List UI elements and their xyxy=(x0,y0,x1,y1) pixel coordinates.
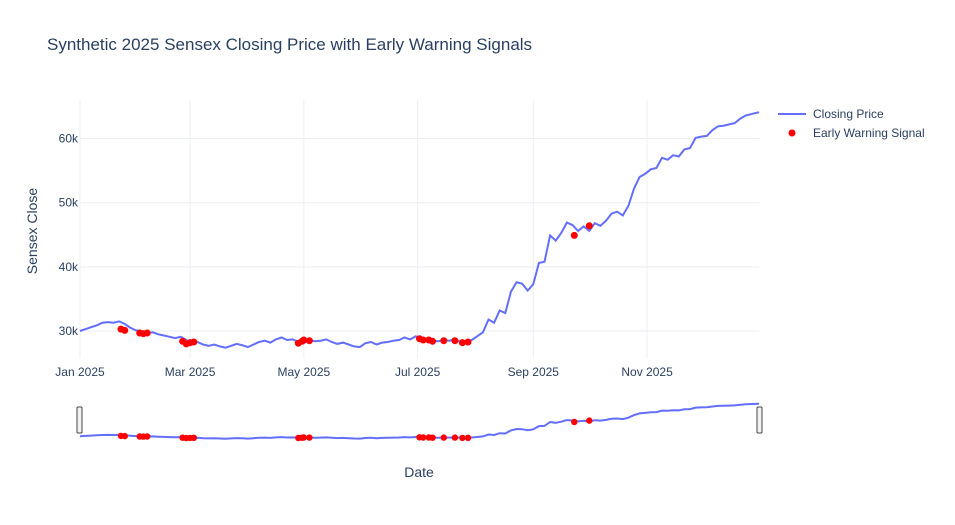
range-slider[interactable] xyxy=(76,397,763,446)
range-slider-warning-point xyxy=(420,434,427,441)
warning-signal-point xyxy=(451,337,459,345)
range-slider-warning-point xyxy=(586,417,593,424)
x-tick-label: May 2025 xyxy=(277,365,330,379)
warning-signal-point xyxy=(585,222,593,230)
x-tick-label: Nov 2025 xyxy=(621,365,673,379)
range-slider-warning-point xyxy=(190,434,197,441)
y-tick-label: 30k xyxy=(59,324,79,338)
range-slider-right-handle[interactable] xyxy=(756,406,763,434)
x-tick-label: Jan 2025 xyxy=(55,365,105,379)
warning-signal-point xyxy=(440,337,448,345)
range-slider-warning-point xyxy=(440,434,447,441)
y-tick-label: 50k xyxy=(59,196,79,210)
y-tick-label: 60k xyxy=(59,132,79,146)
warning-signal-point xyxy=(121,326,129,334)
range-slider-warning-point xyxy=(459,434,466,442)
range-slider-warning-point xyxy=(300,434,307,441)
x-gridlines xyxy=(79,100,648,358)
range-slider-warning-point xyxy=(571,418,578,426)
range-slider-warning-point xyxy=(121,432,128,440)
range-slider-warning-point xyxy=(464,434,472,441)
range-slider-warning-point xyxy=(306,434,313,441)
warning-signal-point xyxy=(419,336,427,344)
warning-signal-point xyxy=(300,336,308,344)
y-tick-label: 40k xyxy=(59,260,79,274)
y-axis: 30k 40k 50k 60k xyxy=(59,132,79,339)
warning-signal-point xyxy=(464,338,472,346)
range-slider-preview xyxy=(79,402,760,442)
x-tick-label: Mar 2025 xyxy=(165,365,216,379)
legend-item-early-warning-signal[interactable]: Early Warning Signal xyxy=(788,126,925,140)
warning-signal-point xyxy=(570,231,578,239)
warning-signal-point xyxy=(458,339,466,347)
legend-label-early-warning-signal: Early Warning Signal xyxy=(813,126,925,140)
plot-area[interactable] xyxy=(79,111,760,349)
range-slider-warning-point xyxy=(429,434,436,441)
range-slider-warning-point xyxy=(451,434,459,441)
warning-signal-point xyxy=(190,338,198,346)
y-gridlines xyxy=(80,138,759,332)
series-line-closing-price xyxy=(79,111,760,349)
warning-signal-point xyxy=(429,337,437,345)
range-slider-warning-point xyxy=(144,433,151,440)
x-tick-label: Jul 2025 xyxy=(395,365,441,379)
legend-label-closing-price: Closing Price xyxy=(813,107,884,121)
warning-signal-point xyxy=(143,329,151,337)
legend-marker-swatch xyxy=(788,129,796,137)
y-axis-title: Sensex Close xyxy=(24,188,40,275)
warning-signal-point xyxy=(305,337,313,345)
legend-item-closing-price[interactable]: Closing Price xyxy=(778,107,884,121)
x-tick-label: Sep 2025 xyxy=(508,365,560,379)
x-axis-title: Date xyxy=(404,464,434,480)
chart-title: Synthetic 2025 Sensex Closing Price with… xyxy=(47,35,532,54)
legend: Closing Price Early Warning Signal xyxy=(778,107,925,140)
range-slider-left-handle[interactable] xyxy=(76,406,83,434)
x-axis: Jan 2025 Mar 2025 May 2025 Jul 2025 Sep 2025… xyxy=(55,365,673,379)
